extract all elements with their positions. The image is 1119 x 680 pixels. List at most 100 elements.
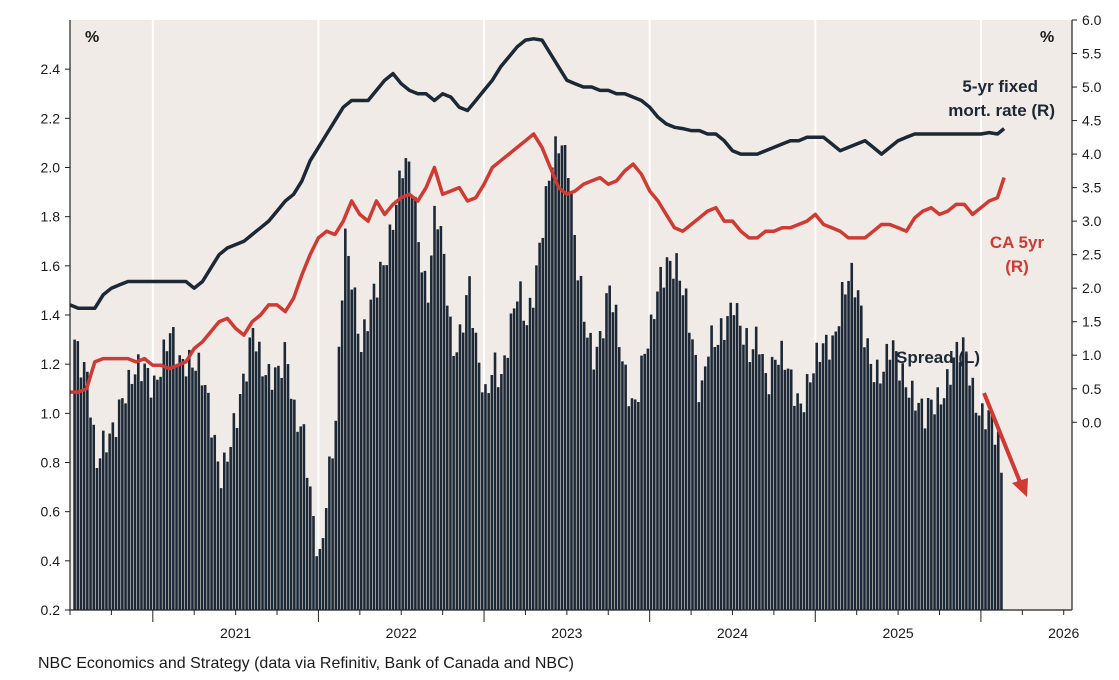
spread-bar — [251, 328, 255, 610]
spread-bar — [404, 158, 408, 610]
spread-bar — [318, 548, 322, 610]
spread-bar — [203, 384, 207, 610]
spread-bar — [226, 461, 229, 610]
spread-bar — [509, 313, 513, 610]
spread-bar — [359, 352, 363, 610]
spread-bar — [191, 367, 194, 610]
spread-bar — [796, 393, 799, 610]
spread-bar — [767, 394, 771, 610]
spread-bar — [770, 356, 774, 610]
spread-bar — [261, 376, 264, 610]
spread-bar — [79, 377, 83, 610]
spread-bar — [105, 452, 108, 610]
spread-bar — [114, 437, 118, 610]
spread-bar — [863, 347, 866, 610]
spread-bar — [605, 293, 608, 610]
spread-bar — [866, 338, 869, 610]
spread-bar — [573, 235, 576, 610]
spread-bar — [152, 375, 156, 610]
spread-bar — [965, 354, 968, 610]
spread-bar — [296, 431, 299, 610]
x-tick-label: 2025 — [883, 625, 914, 641]
spread-bar — [430, 255, 433, 611]
spread-bar — [614, 304, 618, 610]
spread-bar — [586, 337, 589, 610]
spread-bar — [844, 294, 847, 610]
spread-bar — [557, 153, 561, 610]
spread-bar — [802, 412, 806, 610]
spread-bar — [127, 369, 131, 610]
spread-bar — [860, 305, 863, 610]
spread-bar — [879, 383, 882, 610]
spread-bar — [286, 364, 290, 610]
spread-bar — [302, 424, 306, 610]
spread-bar — [726, 316, 729, 610]
spread-bar — [815, 342, 819, 610]
spread-bar — [519, 281, 522, 610]
spread-bar — [758, 354, 761, 610]
spread-bar — [751, 349, 755, 610]
spread-bar — [633, 399, 637, 610]
spread-bars — [73, 136, 1003, 611]
spread-bar — [76, 341, 80, 610]
spread-bar — [551, 167, 554, 610]
mortgage-rate-label-line2: mort. rate (R) — [948, 101, 1055, 120]
spread-bar — [133, 374, 137, 610]
spread-bar — [630, 398, 634, 610]
spread-bar — [500, 374, 503, 610]
right-tick-label: 6.0 — [1082, 12, 1102, 28]
spread-bar — [627, 406, 631, 610]
left-tick-label: 2.2 — [41, 110, 61, 126]
spread-bar — [449, 316, 452, 610]
spread-bar — [780, 340, 783, 610]
tick-labels: 0.2 0.4 0.6 0.8 1.0 1.2 1.4 1.6 1.8 2.0 2.2 2.4 0.0 0… — [41, 12, 1102, 641]
spread-bar — [398, 170, 401, 610]
spread-bar — [98, 458, 102, 610]
source-note: NBC Economics and Strategy (data via Ref… — [38, 655, 574, 672]
spread-bar — [493, 352, 497, 610]
spread-bar — [334, 420, 338, 610]
spread-bar — [344, 228, 347, 611]
spread-bar — [910, 380, 914, 610]
spread-bar — [137, 354, 140, 610]
right-tick-label: 3.0 — [1082, 213, 1102, 229]
spread-bar — [1000, 472, 1003, 610]
spread-bar — [996, 431, 1000, 610]
spread-bar — [990, 413, 994, 610]
spread-bar — [238, 394, 242, 610]
spread-bar — [917, 402, 920, 610]
spread-bar — [512, 308, 516, 610]
spread-bar — [713, 346, 717, 610]
spread-bar — [652, 319, 656, 610]
spread-bar — [372, 283, 376, 610]
spread-bar — [458, 324, 462, 610]
spread-bar — [576, 280, 580, 610]
x-tick-label: 2023 — [551, 625, 582, 641]
right-tick-label: 5.5 — [1082, 46, 1102, 62]
spread-bar — [315, 556, 318, 610]
right-unit-label: % — [1040, 29, 1054, 46]
spread-bar — [95, 467, 99, 610]
spread-bar — [382, 265, 385, 610]
spread-bar — [388, 224, 392, 610]
spread-bar — [414, 196, 417, 611]
spread-bar — [582, 321, 586, 610]
spread-bar — [474, 332, 478, 610]
spread-bar — [442, 253, 446, 611]
spread-bar — [331, 458, 334, 610]
spread-bar — [423, 270, 427, 610]
spread-bar — [347, 255, 350, 610]
spread-bar — [410, 195, 414, 611]
spread-bar — [777, 364, 780, 610]
spread-bar — [86, 371, 89, 610]
spread-bar — [977, 415, 981, 610]
spread-bar — [140, 381, 143, 610]
spread-bar — [111, 422, 115, 610]
spread-bar — [394, 204, 398, 611]
spread-bar — [143, 363, 146, 610]
spread-bar — [617, 347, 621, 610]
spread-bar — [602, 338, 605, 610]
spread-bar — [516, 301, 519, 610]
spread-bar — [793, 405, 796, 610]
